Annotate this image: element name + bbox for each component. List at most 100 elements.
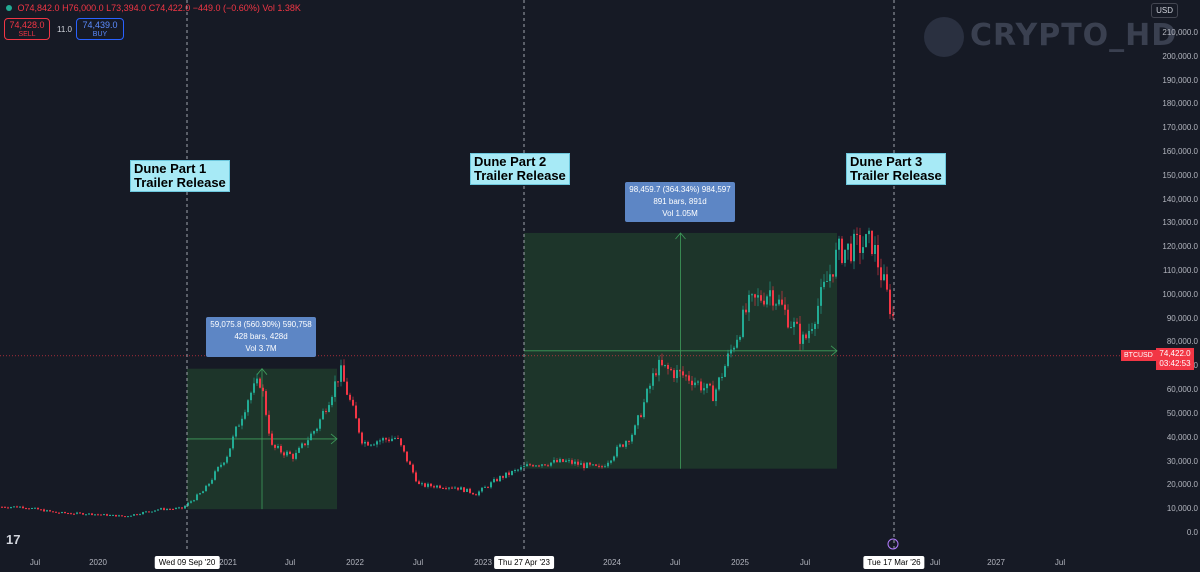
time-axis-label: Jul: [412, 558, 424, 567]
candle: [76, 512, 78, 514]
time-flag: Tue 17 Mar '26: [863, 556, 925, 569]
candle: [49, 510, 51, 512]
sell-button[interactable]: 74,428.0 SELL: [4, 18, 50, 40]
candle: [766, 296, 768, 305]
candle: [583, 463, 585, 469]
current-price-label: 74,422.0 03:42:53: [1156, 348, 1194, 370]
candle: [469, 488, 471, 493]
price-axis-label: 110,000.0: [1163, 266, 1198, 276]
candle: [778, 299, 780, 305]
currency-selector[interactable]: USD: [1151, 3, 1178, 18]
time-flag: Wed 09 Sep '20: [154, 556, 220, 569]
candle: [394, 437, 396, 439]
measure-label-1: 59,075.8 (560.90%) 590,758 428 bars, 428…: [206, 317, 316, 357]
time-axis-label: Jul: [284, 558, 296, 567]
candle: [529, 464, 531, 466]
candle: [673, 370, 675, 379]
candle: [124, 516, 126, 518]
candle: [805, 334, 807, 339]
candle: [442, 488, 444, 490]
candle: [208, 483, 210, 486]
candle: [871, 230, 873, 255]
ohlc-change: −449.0 (−0.60%): [192, 3, 260, 13]
annotation-dune-part-1[interactable]: Dune Part 1 Trailer Release: [130, 160, 230, 192]
candle: [598, 465, 600, 467]
price-axis-label: 30,000.0: [1166, 456, 1198, 466]
arrow-head-icon: [330, 433, 338, 445]
candle: [610, 460, 612, 463]
candle: [541, 464, 543, 466]
arrow-head-icon: [830, 345, 838, 357]
event-marker-icon: [887, 538, 899, 550]
candle: [403, 445, 405, 452]
candle: [271, 433, 273, 445]
annotation-dune-part-2[interactable]: Dune Part 2 Trailer Release: [470, 153, 570, 185]
candle: [226, 456, 228, 463]
measure-1-change: 59,075.8 (560.90%) 590,758: [210, 320, 312, 329]
annotation-dune-part-3[interactable]: Dune Part 3 Trailer Release: [846, 153, 946, 185]
candle: [697, 381, 699, 383]
time-axis-label: 2024: [603, 558, 621, 567]
candle: [172, 508, 174, 510]
candle: [631, 434, 633, 442]
candle: [148, 511, 150, 513]
candle: [142, 512, 144, 515]
candle: [865, 234, 867, 248]
ohlc-open: O74,842.0: [17, 3, 60, 13]
candle: [220, 464, 222, 467]
candle: [379, 440, 381, 442]
candle: [64, 512, 66, 514]
candle: [853, 233, 855, 262]
candle: [313, 431, 315, 434]
candle: [421, 483, 423, 485]
candle: [571, 460, 573, 464]
sell-price: 74,428.0: [9, 20, 45, 30]
candle: [295, 452, 297, 459]
candle: [316, 428, 318, 432]
candle: [229, 448, 231, 457]
candle: [82, 513, 84, 515]
candle: [715, 389, 717, 402]
candle: [730, 349, 732, 354]
candle: [163, 508, 165, 510]
candle: [43, 509, 45, 512]
arrow-head-icon: [675, 232, 686, 240]
candle: [391, 438, 393, 442]
candle: [526, 464, 528, 467]
candle: [724, 366, 726, 377]
candle: [799, 323, 801, 344]
candle: [184, 505, 186, 509]
candle: [883, 274, 885, 281]
candle: [115, 514, 117, 517]
candle: [211, 479, 213, 484]
candle: [400, 438, 402, 446]
candle: [166, 508, 168, 510]
candle: [496, 479, 498, 482]
candle: [427, 483, 429, 487]
candle: [841, 238, 843, 263]
candle: [232, 436, 234, 449]
candle: [712, 385, 714, 402]
candle: [382, 438, 384, 441]
buy-button[interactable]: 74,439.0 BUY: [76, 18, 124, 40]
candle: [79, 512, 81, 514]
candle: [835, 249, 837, 277]
candle: [256, 378, 258, 384]
tradingview-logo-icon[interactable]: 17: [6, 532, 21, 547]
candle: [790, 327, 792, 329]
candle: [334, 381, 336, 397]
candle: [658, 359, 660, 376]
candle: [493, 479, 495, 483]
candle: [358, 418, 360, 433]
measure-1-volume: Vol 3.7M: [245, 344, 277, 353]
candle: [556, 460, 558, 463]
candle: [412, 464, 414, 473]
candle: [847, 243, 849, 250]
ohlc-high: H76,000.0: [62, 3, 104, 13]
candle: [118, 515, 120, 517]
candle: [520, 467, 522, 470]
candle: [397, 437, 399, 439]
candle: [16, 506, 18, 508]
candle: [274, 444, 276, 448]
